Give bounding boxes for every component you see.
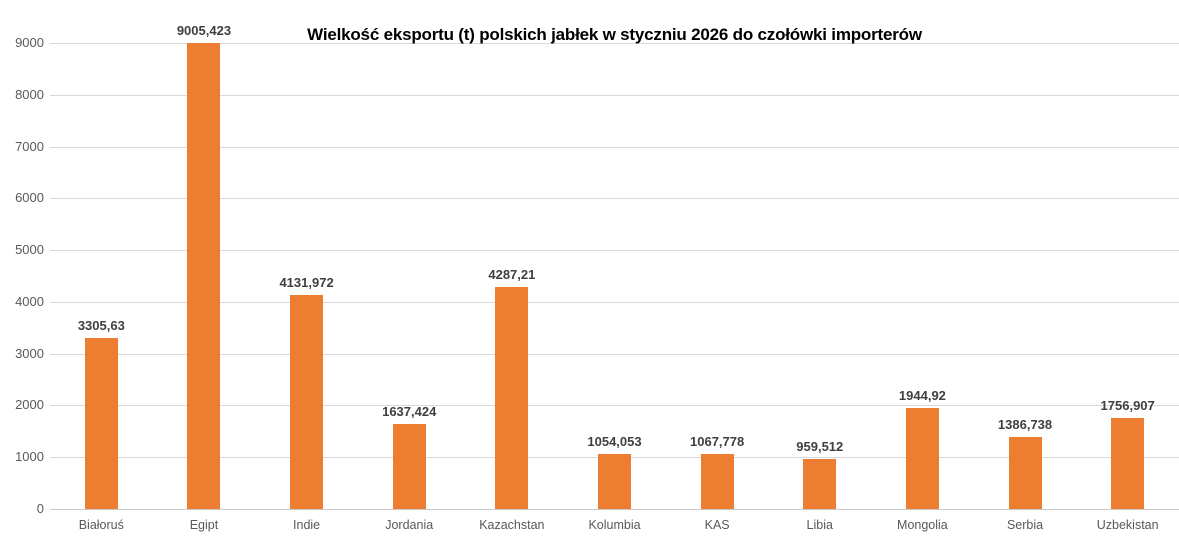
y-axis-tick-label: 6000 bbox=[15, 190, 44, 206]
bar-kazachstan bbox=[495, 287, 529, 509]
gridline-7000 bbox=[50, 146, 1179, 148]
x-axis-category-label: Białoruś bbox=[78, 518, 124, 532]
bar-value-label: 1067,778 bbox=[690, 433, 745, 449]
x-axis-category-label: Uzbekistan bbox=[1096, 518, 1159, 532]
bar-uzbekistan bbox=[1111, 418, 1145, 509]
bar-białoruś bbox=[84, 337, 118, 509]
gridline-8000 bbox=[50, 94, 1179, 96]
bar-value-label: 1386,738 bbox=[997, 417, 1053, 433]
y-axis-tick-label: 0 bbox=[36, 501, 44, 516]
x-axis-category-label: Egipt bbox=[189, 518, 219, 532]
bar-value-label: 4287,21 bbox=[488, 267, 536, 283]
bar-value-label: 1944,92 bbox=[898, 388, 946, 404]
bar-value-label: 959,512 bbox=[796, 439, 844, 455]
gridline-6000 bbox=[50, 198, 1179, 200]
x-axis-category-label: Kazachstan bbox=[479, 518, 545, 532]
chart-title: Wielkość eksportu (t) polskich jabłek w … bbox=[307, 25, 922, 44]
bar-value-label: 4131,972 bbox=[279, 275, 334, 291]
x-axis-category-label: Kolumbia bbox=[588, 518, 641, 532]
bar-kolumbia bbox=[598, 454, 631, 509]
gridline-5000 bbox=[50, 250, 1179, 252]
y-axis-tick-label: 5000 bbox=[15, 242, 44, 258]
gridline-3000 bbox=[50, 353, 1179, 355]
bar-jordania bbox=[392, 424, 426, 509]
gridline-2000 bbox=[50, 405, 1179, 407]
x-axis-category-label: Libia bbox=[806, 518, 833, 532]
gridline-9000 bbox=[50, 43, 1179, 44]
bar-egipt bbox=[187, 42, 221, 509]
bar-value-label: 9005,423 bbox=[176, 22, 232, 38]
bar-value-label: 1637,424 bbox=[382, 404, 437, 420]
bar-libia bbox=[803, 459, 837, 509]
y-axis-tick-label: 3000 bbox=[15, 345, 44, 361]
y-axis-tick-label: 8000 bbox=[15, 86, 44, 102]
bar-kas bbox=[700, 453, 734, 509]
x-axis-category-label: Jordania bbox=[385, 518, 434, 532]
bar-value-label: 1054,053 bbox=[587, 434, 642, 450]
y-axis-tick-label: 1000 bbox=[15, 449, 44, 465]
bar-mongolia bbox=[905, 408, 939, 509]
y-axis-tick-label: 4000 bbox=[15, 293, 44, 309]
bar-value-label: 3305,63 bbox=[77, 317, 125, 333]
bar-indie bbox=[290, 295, 324, 509]
x-axis-line bbox=[50, 509, 1179, 510]
x-axis-category-label: KAS bbox=[704, 518, 730, 532]
y-axis-tick-label: 7000 bbox=[15, 138, 44, 154]
x-axis-category-label: Mongolia bbox=[897, 518, 948, 532]
y-axis-tick-label: 2000 bbox=[15, 397, 44, 413]
bar-value-label: 1756,907 bbox=[1100, 398, 1155, 414]
gridline-4000 bbox=[50, 301, 1179, 303]
y-axis-tick-label: 9000 bbox=[15, 35, 44, 50]
x-axis-category-label: Indie bbox=[293, 518, 321, 532]
bar-serbia bbox=[1008, 437, 1042, 509]
x-axis-category-label: Serbia bbox=[1006, 518, 1044, 532]
